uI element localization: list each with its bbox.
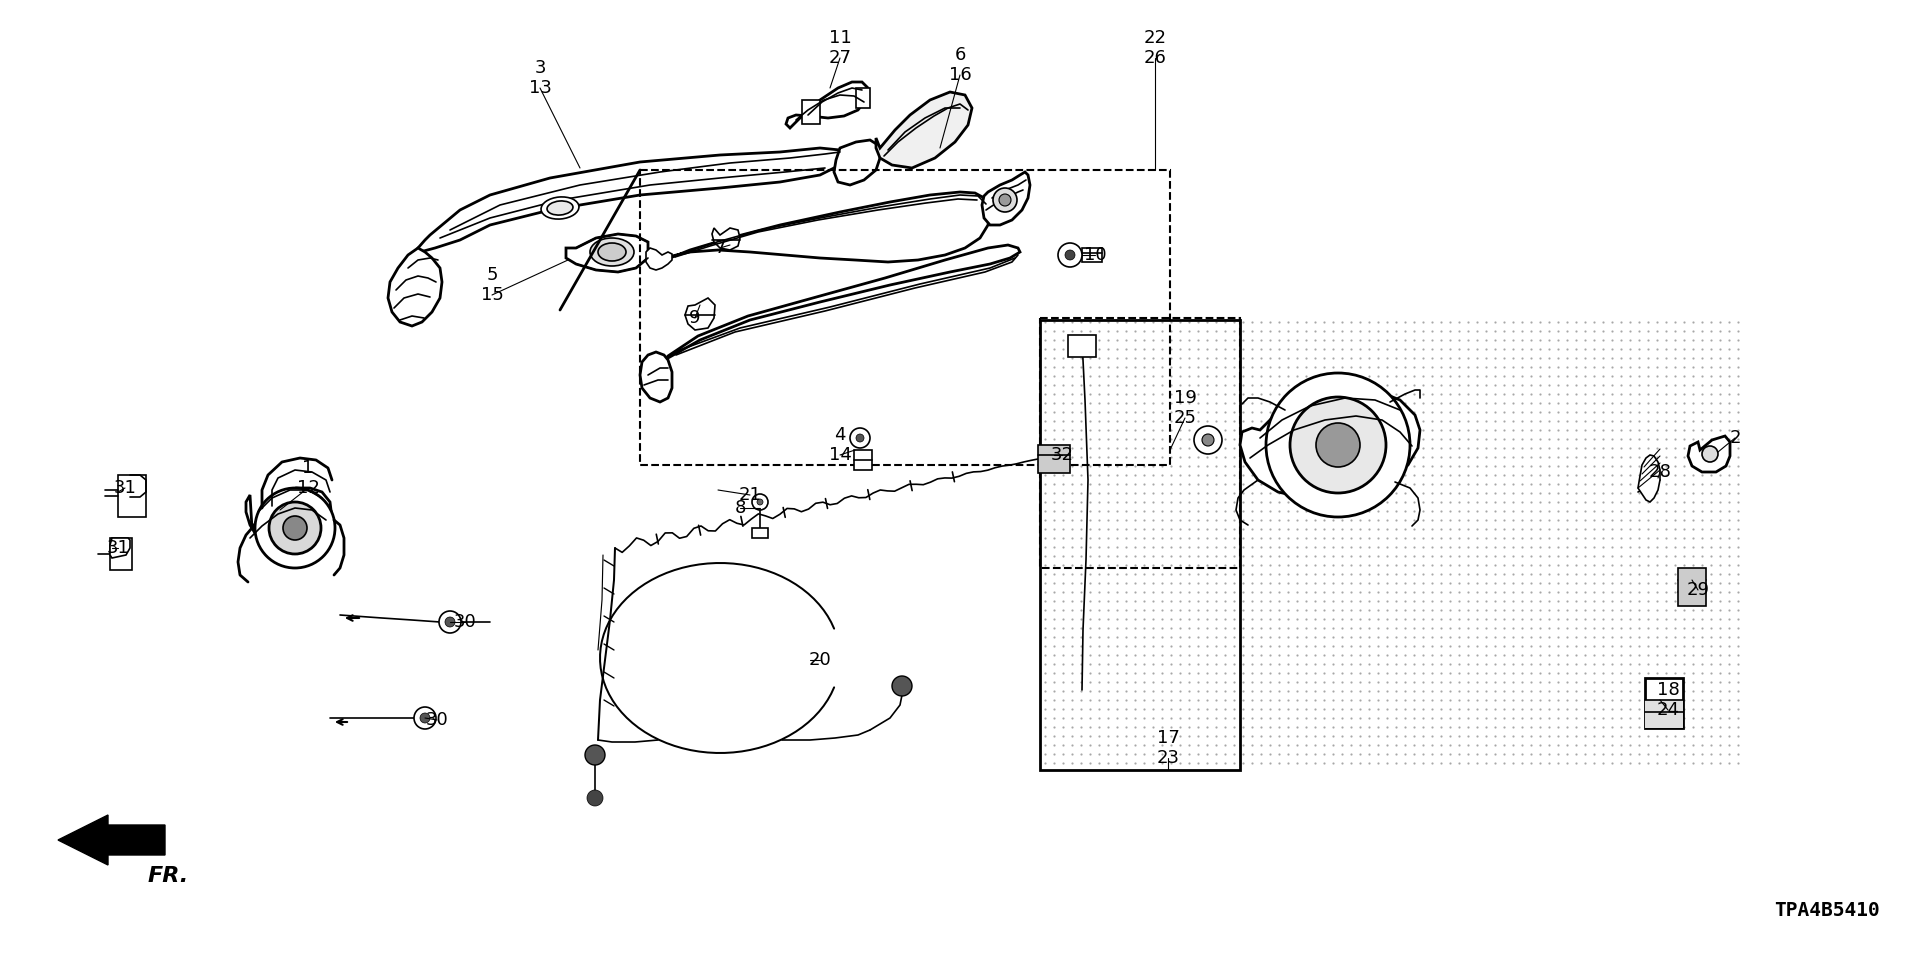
Text: 19: 19 — [1173, 389, 1196, 407]
Circle shape — [588, 790, 603, 806]
Circle shape — [445, 617, 455, 627]
Text: 31: 31 — [113, 479, 136, 497]
Bar — [1678, 568, 1707, 606]
Text: 31: 31 — [108, 539, 129, 557]
Polygon shape — [1240, 388, 1421, 498]
Circle shape — [856, 434, 864, 442]
Ellipse shape — [589, 238, 634, 266]
Text: 13: 13 — [528, 79, 551, 97]
Polygon shape — [664, 192, 991, 262]
Bar — [1041, 318, 1240, 568]
Circle shape — [1058, 243, 1083, 267]
Bar — [803, 100, 820, 124]
Circle shape — [586, 745, 605, 765]
Polygon shape — [58, 815, 165, 865]
Bar — [1041, 320, 1240, 770]
Text: 12: 12 — [296, 479, 319, 497]
Polygon shape — [645, 248, 672, 270]
Bar — [109, 538, 132, 570]
Circle shape — [998, 194, 1012, 206]
Text: 14: 14 — [829, 446, 851, 464]
Text: 15: 15 — [480, 286, 503, 304]
Circle shape — [1265, 373, 1409, 517]
Polygon shape — [1688, 436, 1730, 472]
Circle shape — [1701, 446, 1718, 462]
Text: FR.: FR. — [148, 866, 190, 886]
Polygon shape — [639, 352, 672, 402]
Circle shape — [1066, 250, 1075, 260]
Polygon shape — [419, 148, 841, 252]
Text: 1: 1 — [301, 459, 313, 477]
Polygon shape — [566, 234, 649, 272]
Text: 25: 25 — [1173, 409, 1196, 427]
Polygon shape — [785, 82, 868, 128]
Circle shape — [420, 713, 430, 723]
Text: 22: 22 — [1144, 29, 1167, 47]
Text: 7: 7 — [714, 239, 726, 257]
Text: 27: 27 — [829, 49, 851, 67]
Bar — [639, 170, 1169, 465]
Polygon shape — [109, 538, 131, 558]
Text: 20: 20 — [808, 651, 831, 669]
Circle shape — [851, 428, 870, 448]
Circle shape — [282, 516, 307, 540]
Text: 16: 16 — [948, 66, 972, 84]
Polygon shape — [1645, 700, 1684, 728]
Bar — [1068, 335, 1096, 357]
Bar — [1039, 445, 1069, 473]
Polygon shape — [664, 245, 1020, 368]
Text: 18: 18 — [1657, 681, 1680, 699]
Text: 28: 28 — [1649, 463, 1672, 481]
Circle shape — [440, 611, 461, 633]
Polygon shape — [712, 228, 739, 250]
Text: 23: 23 — [1156, 749, 1179, 767]
Circle shape — [255, 488, 334, 568]
Circle shape — [753, 494, 768, 510]
Ellipse shape — [547, 201, 572, 215]
Circle shape — [415, 707, 436, 729]
Text: 3: 3 — [534, 59, 545, 77]
Circle shape — [1315, 423, 1359, 467]
Circle shape — [1290, 397, 1386, 493]
Text: 29: 29 — [1686, 581, 1709, 599]
Bar — [1645, 678, 1684, 728]
Text: TPA4B5410: TPA4B5410 — [1774, 901, 1880, 920]
Polygon shape — [685, 298, 714, 330]
Text: 26: 26 — [1144, 49, 1167, 67]
Text: 5: 5 — [486, 266, 497, 284]
Ellipse shape — [597, 243, 626, 261]
Text: 21: 21 — [739, 486, 762, 504]
Bar — [1083, 248, 1102, 262]
Bar — [856, 88, 870, 108]
Polygon shape — [981, 172, 1029, 225]
Polygon shape — [246, 488, 332, 562]
Text: 4: 4 — [835, 426, 845, 444]
Text: 17: 17 — [1156, 729, 1179, 747]
Text: 11: 11 — [829, 29, 851, 47]
Text: 6: 6 — [954, 46, 966, 64]
Text: 30: 30 — [426, 711, 449, 729]
Polygon shape — [1638, 455, 1661, 502]
Bar — [753, 528, 768, 538]
Bar — [117, 475, 146, 517]
Polygon shape — [876, 92, 972, 168]
Circle shape — [1202, 434, 1213, 446]
Circle shape — [756, 499, 762, 505]
Polygon shape — [388, 248, 442, 326]
Circle shape — [269, 502, 321, 554]
Circle shape — [993, 188, 1018, 212]
Circle shape — [893, 676, 912, 696]
Text: 30: 30 — [453, 613, 476, 631]
Text: 24: 24 — [1657, 701, 1680, 719]
Bar — [854, 450, 872, 470]
Circle shape — [1194, 426, 1221, 454]
Ellipse shape — [541, 197, 580, 219]
Text: 10: 10 — [1083, 246, 1106, 264]
Text: 8: 8 — [733, 499, 745, 517]
Text: 2: 2 — [1730, 429, 1741, 447]
Text: 32: 32 — [1050, 446, 1073, 464]
Polygon shape — [833, 140, 879, 185]
Text: 9: 9 — [689, 309, 701, 327]
